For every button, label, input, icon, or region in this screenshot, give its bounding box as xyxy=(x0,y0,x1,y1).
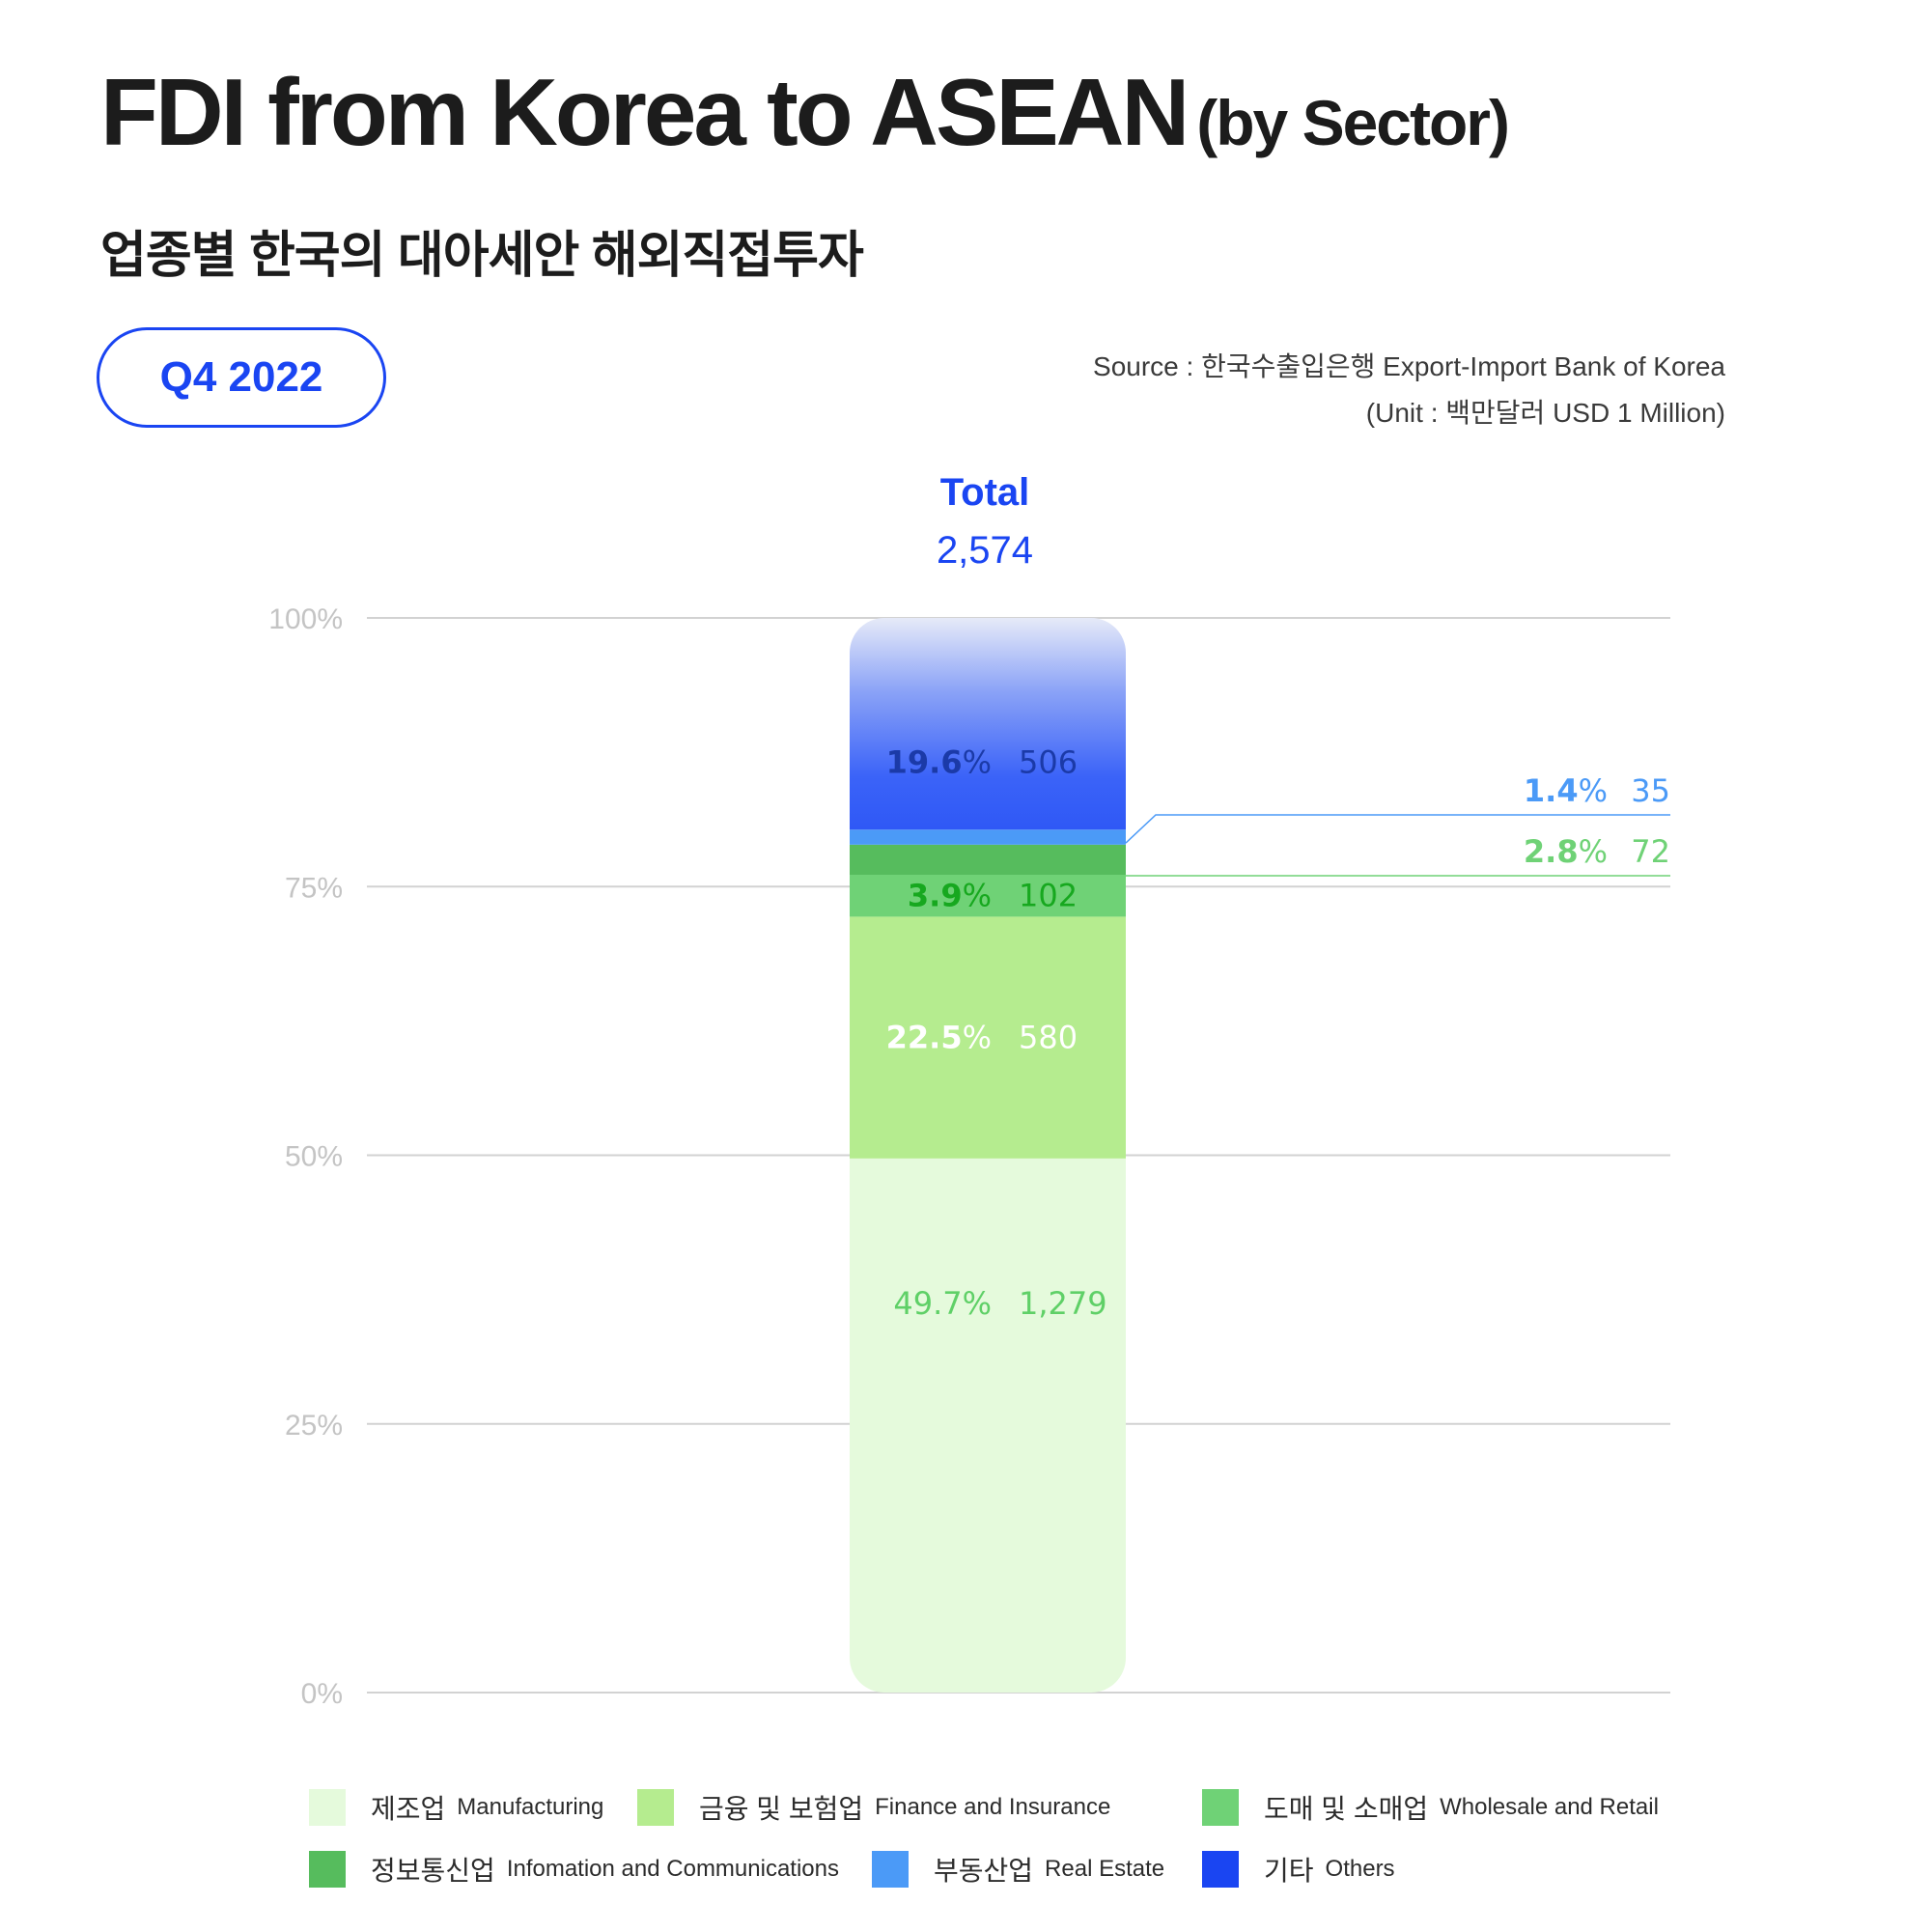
legend-label-ko: 부동산업 xyxy=(934,1856,1034,1886)
period-badge: Q4 2022 xyxy=(97,327,386,428)
legend-swatch xyxy=(637,1789,674,1826)
legend-label-en: Infomation and Communications xyxy=(506,1856,839,1882)
bar-segment xyxy=(850,875,1126,917)
data-label-percent: 1.4% xyxy=(1524,772,1608,809)
legend-label-en: Wholesale and Retail xyxy=(1440,1794,1659,1820)
bar-segment xyxy=(850,844,1126,876)
data-label-value: 580 xyxy=(1019,1020,1078,1056)
y-tick-label: 25% xyxy=(285,1410,343,1442)
legend-label-ko: 정보통신업 xyxy=(371,1856,495,1886)
data-label-percent: 3.9% xyxy=(908,878,992,914)
legend-label-en: Real Estate xyxy=(1045,1856,1165,1882)
legend-label-en: Manufacturing xyxy=(457,1794,604,1820)
bar-segment xyxy=(850,1158,1126,1693)
legend-label-en: Finance and Insurance xyxy=(875,1794,1111,1820)
legend-label-ko: 도매 및 소매업 xyxy=(1264,1794,1429,1824)
subtitle-korean: 업종별 한국의 대아세안 해외직접투자 xyxy=(100,228,864,284)
data-label-value: 35 xyxy=(1631,772,1670,809)
bar-segment xyxy=(850,829,1126,845)
data-label-percent: 49.7% xyxy=(893,1285,992,1322)
legend-swatch xyxy=(872,1851,909,1888)
y-tick-label: 100% xyxy=(268,603,343,635)
total-label: Total xyxy=(939,471,1030,514)
data-label-percent: 22.5% xyxy=(886,1020,992,1056)
bar-segment xyxy=(850,916,1126,1159)
data-label-value: 102 xyxy=(1019,878,1078,914)
y-tick-label: 75% xyxy=(285,872,343,904)
legend-item: 정보통신업 Infomation and Communications xyxy=(309,1850,839,1889)
legend-label-ko: 제조업 xyxy=(371,1794,446,1824)
legend-label-en: Others xyxy=(1325,1856,1395,1882)
chart-title: FDI from Korea to ASEAN (by Sector) xyxy=(100,58,1510,167)
data-label-value: 1,279 xyxy=(1019,1285,1107,1322)
stacked-bar xyxy=(850,618,1126,1693)
total-value: 2,574 xyxy=(936,529,1034,572)
data-label-percent: 19.6% xyxy=(886,743,992,780)
legend-item: 금융 및 보험업 Finance and Insurance xyxy=(637,1788,1110,1827)
title-suffix: (by Sector) xyxy=(1196,87,1510,158)
callout-line xyxy=(1125,814,1670,844)
legend-swatch xyxy=(1202,1851,1239,1888)
y-tick-label: 50% xyxy=(285,1141,343,1173)
data-label-percent: 2.8% xyxy=(1524,833,1608,870)
unit-note: (Unit : 백만달러 USD 1 Million) xyxy=(1365,398,1725,428)
source-note: Source : 한국수출입은행 Export-Import Bank of K… xyxy=(1093,351,1725,381)
bar-segment xyxy=(850,618,1126,830)
legend-swatch xyxy=(1202,1789,1239,1826)
legend-item: 도매 및 소매업 Wholesale and Retail xyxy=(1202,1788,1659,1827)
legend-item: 부동산업 Real Estate xyxy=(872,1850,1164,1889)
data-labels: 49.7% 1,279 22.5% 580 3.9% 102 2.8% 72 1.4% 35 19.… xyxy=(886,743,1670,1322)
legend-item: 제조업 Manufacturing xyxy=(309,1788,603,1827)
legend-label-ko: 기타 xyxy=(1264,1856,1314,1886)
legend-swatch xyxy=(309,1851,346,1888)
title-main: FDI from Korea to ASEAN xyxy=(100,59,1190,165)
y-tick-label: 0% xyxy=(301,1678,343,1710)
data-label-value: 506 xyxy=(1019,743,1078,780)
legend-swatch xyxy=(309,1789,346,1826)
legend-item: 기타 Others xyxy=(1202,1850,1395,1889)
legend-label-ko: 금융 및 보험업 xyxy=(699,1794,864,1824)
data-label-value: 72 xyxy=(1631,833,1670,870)
